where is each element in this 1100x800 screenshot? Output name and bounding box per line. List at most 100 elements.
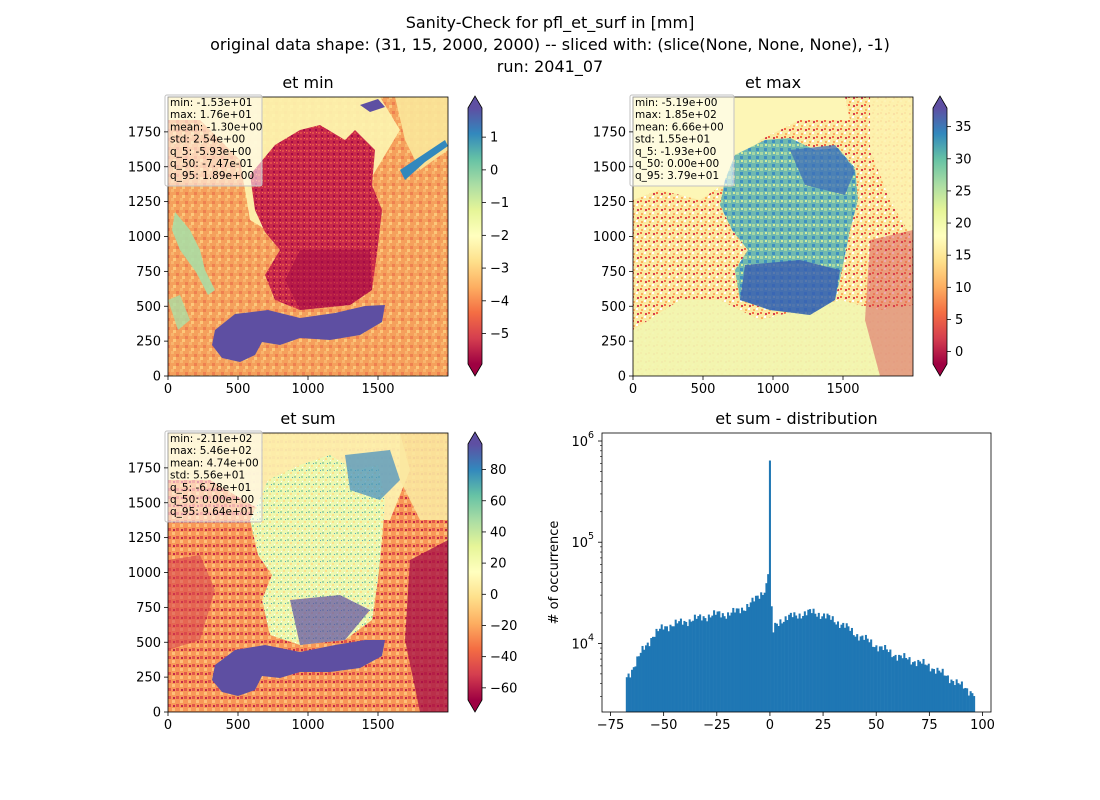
y-tick-exponent: 5 <box>588 531 594 542</box>
panel-title: et max <box>745 73 801 92</box>
stats-line: max: 5.46e+02 <box>170 445 252 457</box>
y-tick-label: 750 <box>136 265 161 280</box>
histogram-bar <box>798 613 801 712</box>
y-tick-label: 500 <box>136 300 161 315</box>
histogram-bar <box>915 666 918 712</box>
x-tick-label: 500 <box>226 718 251 733</box>
colorbar-tick-label: −40 <box>490 650 517 665</box>
histogram-bar <box>932 669 936 712</box>
histogram-bar <box>870 639 873 712</box>
colorbar-tick-label: 10 <box>955 281 972 296</box>
histogram-bar <box>754 595 757 712</box>
histogram-bar <box>720 617 723 712</box>
histogram-bar <box>973 696 976 712</box>
histogram-bar <box>850 627 853 712</box>
colorbar-tick-label: 80 <box>490 463 507 478</box>
stats-line: min: -5.19e+00 <box>635 97 717 109</box>
y-tick-label: 1500 <box>128 496 161 511</box>
histogram-bar <box>728 615 731 712</box>
histogram-bar <box>894 654 897 712</box>
x-tick-label: 1000 <box>756 382 789 397</box>
y-axis-label: # of occurrence <box>547 521 562 625</box>
x-tick-label: −25 <box>703 718 730 733</box>
histogram-bar <box>796 618 799 712</box>
colorbar-tick-label: 25 <box>955 184 972 199</box>
stats-line: q_5: -6.78e+01 <box>170 482 251 494</box>
x-tick-label: 1000 <box>291 382 324 397</box>
colorbar-tick-label: 0 <box>490 588 498 603</box>
y-tick-label: 10 <box>571 536 588 551</box>
histogram-bar <box>871 646 874 712</box>
colorbar-tick-label: 5 <box>955 313 963 328</box>
colorbar-et-sum: 80 60 40 20 0 −20 −40 −60 <box>467 431 517 713</box>
histogram-bar <box>660 624 663 712</box>
y-tick-label: 750 <box>136 601 161 616</box>
histogram-bar <box>948 683 951 712</box>
stats-line: max: 1.85e+02 <box>635 109 717 121</box>
colorbar-tick-label: 40 <box>490 525 507 540</box>
panel-title: et sum <box>280 409 335 428</box>
axes-et-sum: et sum 0 500 1000 1500 0 250 500 750 1000 1250 1500… <box>128 409 395 733</box>
histogram-bar <box>774 622 777 712</box>
histogram-bar <box>819 618 822 712</box>
colorbar-tick-label: 30 <box>955 152 972 167</box>
histogram-bar <box>632 667 635 712</box>
stats-line: q_95: 9.64e+01 <box>170 506 254 518</box>
y-tick-label: 0 <box>153 706 161 721</box>
colorbar-tick-label: −2 <box>490 229 509 244</box>
stats-line: mean: -1.30e+00 <box>170 121 262 133</box>
colorbar-tick-label: 15 <box>955 249 972 264</box>
y-tick-label: 1500 <box>593 160 626 175</box>
histogram-bar <box>789 612 792 712</box>
histogram-bar <box>905 657 908 712</box>
y-tick-label: 1500 <box>128 160 161 175</box>
histogram-bar <box>704 618 707 712</box>
histogram-bar <box>718 611 721 712</box>
y-tick-label: 250 <box>601 335 626 350</box>
histogram-bar <box>877 651 880 712</box>
histogram-bar <box>760 592 763 712</box>
x-tick-label: −75 <box>597 718 624 733</box>
histogram-bar <box>953 685 956 712</box>
histogram-bar <box>746 604 749 712</box>
figure-title-line-2: original data shape: (31, 15, 2000, 2000… <box>210 35 890 54</box>
histogram-bar <box>880 646 883 712</box>
panel-title: et min <box>282 73 333 92</box>
histogram-bar <box>805 615 808 712</box>
histogram-bar <box>938 670 941 712</box>
histogram-bar <box>667 631 670 712</box>
histogram-bar <box>934 673 937 712</box>
histogram-bar <box>845 623 848 712</box>
histogram-bar <box>882 650 885 712</box>
histogram-bar <box>737 608 740 712</box>
histogram-bar <box>800 618 803 712</box>
histogram-bar <box>693 614 696 712</box>
histogram-bar <box>700 620 703 712</box>
colorbar-tick-label: −60 <box>490 681 517 696</box>
histogram-bar <box>655 628 658 712</box>
histogram-bar <box>952 681 955 712</box>
histogram-bar <box>786 620 789 712</box>
histogram-bar <box>664 626 667 712</box>
histogram-bar <box>697 616 700 712</box>
histogram-bar <box>950 679 953 712</box>
stats-line: q_95: 3.79e+01 <box>635 170 719 182</box>
histogram-bar <box>765 583 768 712</box>
histogram-bar <box>625 677 628 712</box>
histogram-bar <box>676 623 679 712</box>
y-tick-label: 10 <box>571 637 588 652</box>
histogram-bar <box>802 615 805 712</box>
histogram-et-sum: et sum - distribution −75 −50 −25 0 25 50 75 100… <box>547 409 995 733</box>
histogram-bar <box>833 622 836 712</box>
histogram-bar <box>908 657 911 712</box>
histogram-bar <box>751 597 754 712</box>
panel-title: et sum - distribution <box>715 409 877 428</box>
histogram-bar <box>816 616 819 712</box>
histogram-bar <box>678 621 681 712</box>
x-tick-label: 0 <box>164 382 172 397</box>
histogram-bar <box>721 613 724 712</box>
axes-et-min: et min 0 500 1000 1500 0 250 500 750 1000 1250 1500… <box>128 73 395 397</box>
y-tick-label: 1000 <box>128 230 161 245</box>
